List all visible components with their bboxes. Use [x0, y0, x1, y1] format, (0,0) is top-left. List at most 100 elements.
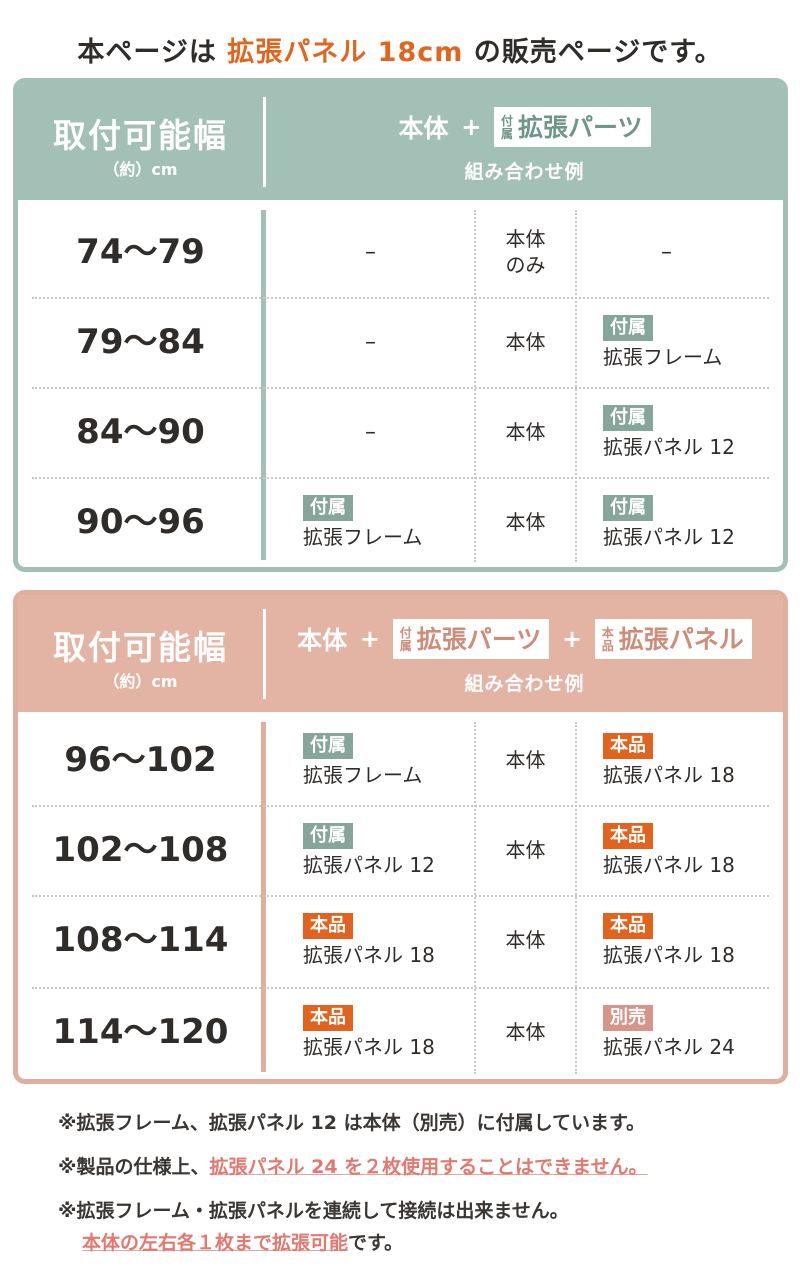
right-part-cell: 付属 拡張パネル 12	[603, 387, 783, 477]
width-unit: （約）cm	[103, 672, 178, 691]
part-name: 拡張フレーム	[303, 762, 423, 787]
part-name: 拡張パネル 18	[603, 852, 735, 877]
dotted-divider	[474, 210, 476, 562]
left-part-cell: 付属 拡張フレーム	[303, 715, 473, 805]
width-header: 取付可能幅 （約）cm	[18, 83, 263, 200]
headline-accent: 拡張パネル 18cm	[227, 37, 464, 68]
part-name: 拡張パネル 18	[303, 1034, 435, 1059]
formula-plus: +	[359, 625, 381, 653]
part-name: 拡張パネル 18	[603, 942, 735, 967]
main-unit-cell: 本体	[505, 510, 546, 534]
width-title: 取付可能幅	[53, 628, 228, 667]
row-divider	[32, 805, 769, 807]
this-product-tag: 本品	[603, 822, 653, 849]
table-row: 79〜84 – 本体 付属 拡張フレーム	[18, 297, 783, 387]
included-tag: 付属	[303, 822, 353, 849]
part-name: 拡張パネル 12	[603, 524, 735, 549]
left-part-cell: 付属 拡張フレーム	[303, 477, 473, 567]
left-part-cell: –	[365, 329, 376, 355]
right-part-cell: 付属 拡張フレーム	[603, 297, 783, 387]
left-part-cell: 付属 拡張パネル 12	[303, 805, 473, 895]
dotted-divider	[575, 210, 577, 562]
combination-header: 本体 + 付属拡張パーツ + 本品拡張パネル 組み合わせ例	[266, 595, 783, 712]
row-divider	[32, 987, 769, 989]
note-warning: 拡張パネル 24 を２枚使用することはできません。	[209, 1156, 648, 1178]
headline-before: 本ページは	[77, 37, 228, 68]
main-unit-cell: 本体	[505, 1020, 546, 1044]
width-range: 90〜96	[76, 502, 205, 542]
main-unit-cell: 本体	[505, 330, 546, 354]
formula-plus: +	[461, 113, 482, 141]
row-divider	[32, 297, 769, 299]
note-connection: ※拡張フレーム・拡張パネルを連続して接続は出来ません。	[58, 1200, 569, 1222]
right-part-cell: 本品 拡張パネル 18	[603, 715, 783, 805]
table-row: 102〜108 付属 拡張パネル 12 本体 本品 拡張パネル 18	[18, 805, 783, 895]
chip-small-label: 本品	[601, 626, 614, 653]
main-unit-cell: 本体	[505, 838, 546, 862]
header-divider	[263, 97, 266, 187]
included-tag: 付属	[303, 732, 353, 759]
part-name: 拡張パネル 24	[603, 1034, 735, 1059]
combination-example-label: 組み合わせ例	[464, 673, 585, 695]
formula-base: 本体	[297, 626, 348, 655]
table-row: 90〜96 付属 拡張フレーム 本体 付属 拡張パネル 12	[18, 477, 783, 567]
this-product-tag: 本品	[303, 1004, 353, 1031]
width-header: 取付可能幅 （約）cm	[18, 595, 263, 712]
header-divider	[263, 609, 266, 699]
main-unit-cell: 本体 のみ	[505, 227, 546, 277]
right-part-cell: 別売 拡張パネル 24	[603, 987, 783, 1077]
row-divider	[32, 387, 769, 389]
width-range: 96〜102	[64, 740, 217, 780]
row-divider	[32, 477, 769, 479]
dotted-divider	[575, 722, 577, 1074]
combination-formula: 本体 + 付属拡張パーツ + 本品拡張パネル	[266, 619, 783, 659]
note-limit: 本体の左右各１枚まで拡張可能です。	[82, 1232, 404, 1254]
chip-label: 拡張パーツ	[416, 625, 542, 654]
included-tag: 付属	[303, 494, 353, 521]
combination-example-label: 組み合わせ例	[464, 161, 585, 183]
this-product-chip: 本品拡張パネル	[594, 619, 752, 659]
part-name: 拡張フレーム	[603, 344, 723, 369]
this-product-tag: 本品	[603, 732, 653, 759]
part-name: 拡張パネル 12	[303, 852, 435, 877]
combination-header: 本体 + 付属拡張パーツ 組み合わせ例	[266, 83, 783, 200]
width-range: 102〜108	[52, 830, 229, 870]
main-unit-cell: 本体	[505, 928, 546, 952]
headline-after: の販売ページです。	[463, 37, 723, 68]
left-part-cell: –	[365, 419, 376, 445]
sold-separately-tag: 別売	[603, 1004, 653, 1031]
this-product-tag: 本品	[303, 912, 353, 939]
chip-label: 拡張パネル	[618, 625, 744, 654]
width-title: 取付可能幅	[53, 116, 228, 155]
note-included: ※拡張フレーム、拡張パネル 12 は本体（別売）に付属しています。	[58, 1112, 646, 1134]
main-unit-cell: 本体	[505, 748, 546, 772]
width-range: 79〜84	[76, 322, 205, 362]
extended-combination-table: 取付可能幅 （約）cm 本体 + 付属拡張パーツ + 本品拡張パネル 組み合わせ…	[13, 590, 788, 1084]
right-part-cell: 本品 拡張パネル 18	[603, 805, 783, 895]
page-headline: 本ページは 拡張パネル 18cm の販売ページです。	[0, 30, 800, 69]
part-name: 拡張パネル 12	[603, 434, 735, 459]
accessory-parts-chip: 付属拡張パーツ	[494, 107, 651, 147]
included-tag: 付属	[603, 494, 653, 521]
note-warning: 本体の左右各１枚まで拡張可能	[82, 1232, 349, 1254]
table-row: 114〜120 本品 拡張パネル 18 本体 別売 拡張パネル 24	[18, 987, 783, 1077]
part-name: 拡張パネル 18	[303, 942, 435, 967]
width-range: 108〜114	[52, 920, 229, 960]
width-range: 114〜120	[52, 1012, 229, 1052]
table-row: 108〜114 本品 拡張パネル 18 本体 本品 拡張パネル 18	[18, 895, 783, 985]
combination-formula: 本体 + 付属拡張パーツ	[266, 107, 783, 147]
chip-label: 拡張パーツ	[518, 113, 643, 142]
column-divider	[261, 722, 266, 1072]
table-row: 74〜79 – 本体 のみ –	[18, 207, 783, 297]
column-divider	[261, 210, 266, 560]
formula-base: 本体	[398, 114, 449, 143]
right-part-cell: 本品 拡張パネル 18	[603, 895, 783, 985]
width-range: 74〜79	[76, 232, 205, 272]
standard-combination-table: 取付可能幅 （約）cm 本体 + 付属拡張パーツ 組み合わせ例 74〜79 – …	[13, 78, 788, 572]
included-tag: 付属	[603, 404, 653, 431]
right-part-cell: 付属 拡張パネル 12	[603, 477, 783, 567]
accessory-parts-chip: 付属拡張パーツ	[392, 619, 550, 659]
main-unit-cell: 本体	[505, 420, 546, 444]
formula-plus: +	[561, 625, 583, 653]
note-restriction: ※製品の仕様上、拡張パネル 24 を２枚使用することはできません。	[58, 1156, 648, 1178]
